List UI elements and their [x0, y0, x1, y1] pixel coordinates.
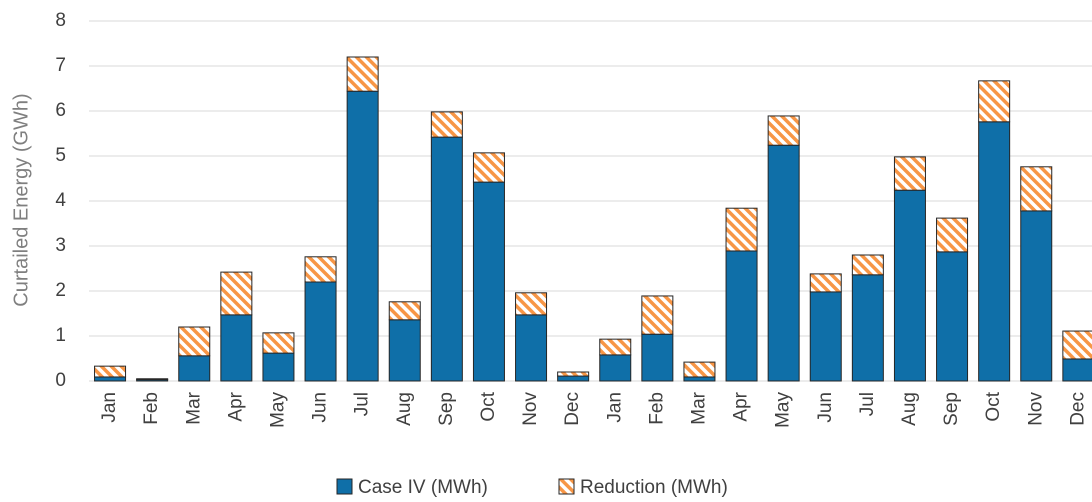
bar-segment [515, 292, 548, 316]
bar-segment [304, 256, 337, 283]
bar-segment [893, 156, 926, 191]
x-tick-label: Oct [983, 391, 1004, 421]
bar-segment [809, 273, 842, 293]
bar-segment [1020, 210, 1053, 382]
bar-segment [641, 333, 674, 382]
bar-segment [599, 338, 632, 356]
x-tick-label: Feb [646, 392, 667, 425]
bar-segment [767, 115, 800, 146]
bar-segment [936, 217, 969, 253]
bar-segment [641, 295, 674, 335]
bar-segment [893, 189, 926, 382]
x-tick-label: May [773, 392, 794, 428]
legend-label: Reduction (MWh) [580, 477, 728, 498]
x-tick-label: May [267, 392, 288, 428]
bar-segment [178, 355, 211, 382]
y-tick-label: 8 [55, 10, 66, 31]
bar-segment [978, 121, 1011, 382]
bar-segment [262, 352, 295, 382]
bar-segment [515, 314, 548, 382]
x-tick-label: Aug [394, 392, 415, 426]
bar-segment [178, 326, 211, 357]
y-tick-label: 0 [55, 370, 66, 391]
bar-segment [388, 319, 421, 382]
bar-segment [809, 291, 842, 382]
bar-segment [472, 181, 505, 382]
x-tick-label: Sep [436, 392, 457, 426]
legend-label: Case IV (MWh) [358, 477, 488, 498]
x-tick-label: Mar [688, 391, 709, 424]
bar-segment [136, 378, 169, 381]
x-tick-label: Jan [604, 392, 625, 423]
bar-segment [220, 314, 253, 382]
x-tick-label: Jul [857, 392, 878, 416]
x-tick-label: Jun [310, 392, 331, 423]
legend-swatch [558, 478, 575, 495]
bar-segment [599, 354, 632, 382]
bar-segment [1020, 166, 1053, 212]
x-tick-label: Jun [815, 392, 836, 423]
bar-segment [304, 281, 337, 382]
x-tick-label: Dec [1067, 392, 1088, 426]
x-tick-label: Jan [99, 392, 120, 423]
y-tick-label: 4 [55, 190, 66, 211]
bar-segment [557, 375, 590, 382]
bar-segment [472, 152, 505, 183]
bar-segment [94, 376, 127, 382]
bar-segment [262, 332, 295, 354]
bar-segment [767, 144, 800, 382]
x-tick-label: Oct [478, 391, 499, 421]
bar-segment [388, 301, 421, 321]
x-tick-label: Feb [141, 392, 162, 425]
y-tick-label: 6 [55, 100, 66, 121]
x-tick-label: Nov [1025, 392, 1046, 426]
bar-segment [936, 251, 969, 382]
x-tick-label: Nov [520, 392, 541, 426]
x-tick-label: Aug [899, 392, 920, 426]
bar-segment [557, 371, 590, 377]
x-tick-label: Dec [562, 392, 583, 426]
y-tick-label: 5 [55, 145, 66, 166]
x-tick-label: Jul [352, 392, 373, 416]
bar-segment [94, 365, 127, 378]
bar-segment [725, 207, 758, 252]
bar-segment [851, 274, 884, 382]
bar-segment [683, 361, 716, 378]
bar-segment [430, 136, 463, 382]
bar-segment [725, 250, 758, 382]
bar-segment [683, 376, 716, 382]
x-tick-label: Sep [941, 392, 962, 426]
bar-segment [1062, 358, 1092, 382]
bar-segment [1062, 330, 1092, 360]
bar-segment [346, 90, 379, 382]
x-tick-label: Mar [183, 391, 204, 424]
legend-swatch [336, 478, 353, 495]
x-tick-label: Apr [225, 391, 246, 421]
bar-segment [220, 271, 253, 316]
y-tick-label: 1 [55, 325, 66, 346]
bar-segment [978, 80, 1011, 123]
bar-segment [430, 111, 463, 138]
bar-segment [346, 56, 379, 92]
bar-segment [851, 254, 884, 276]
x-tick-label: Apr [731, 391, 752, 421]
y-tick-label: 7 [55, 55, 66, 76]
y-axis-label: Curtailed Energy (GWh) [10, 93, 32, 306]
y-tick-label: 2 [55, 280, 66, 301]
y-tick-label: 3 [55, 235, 66, 256]
